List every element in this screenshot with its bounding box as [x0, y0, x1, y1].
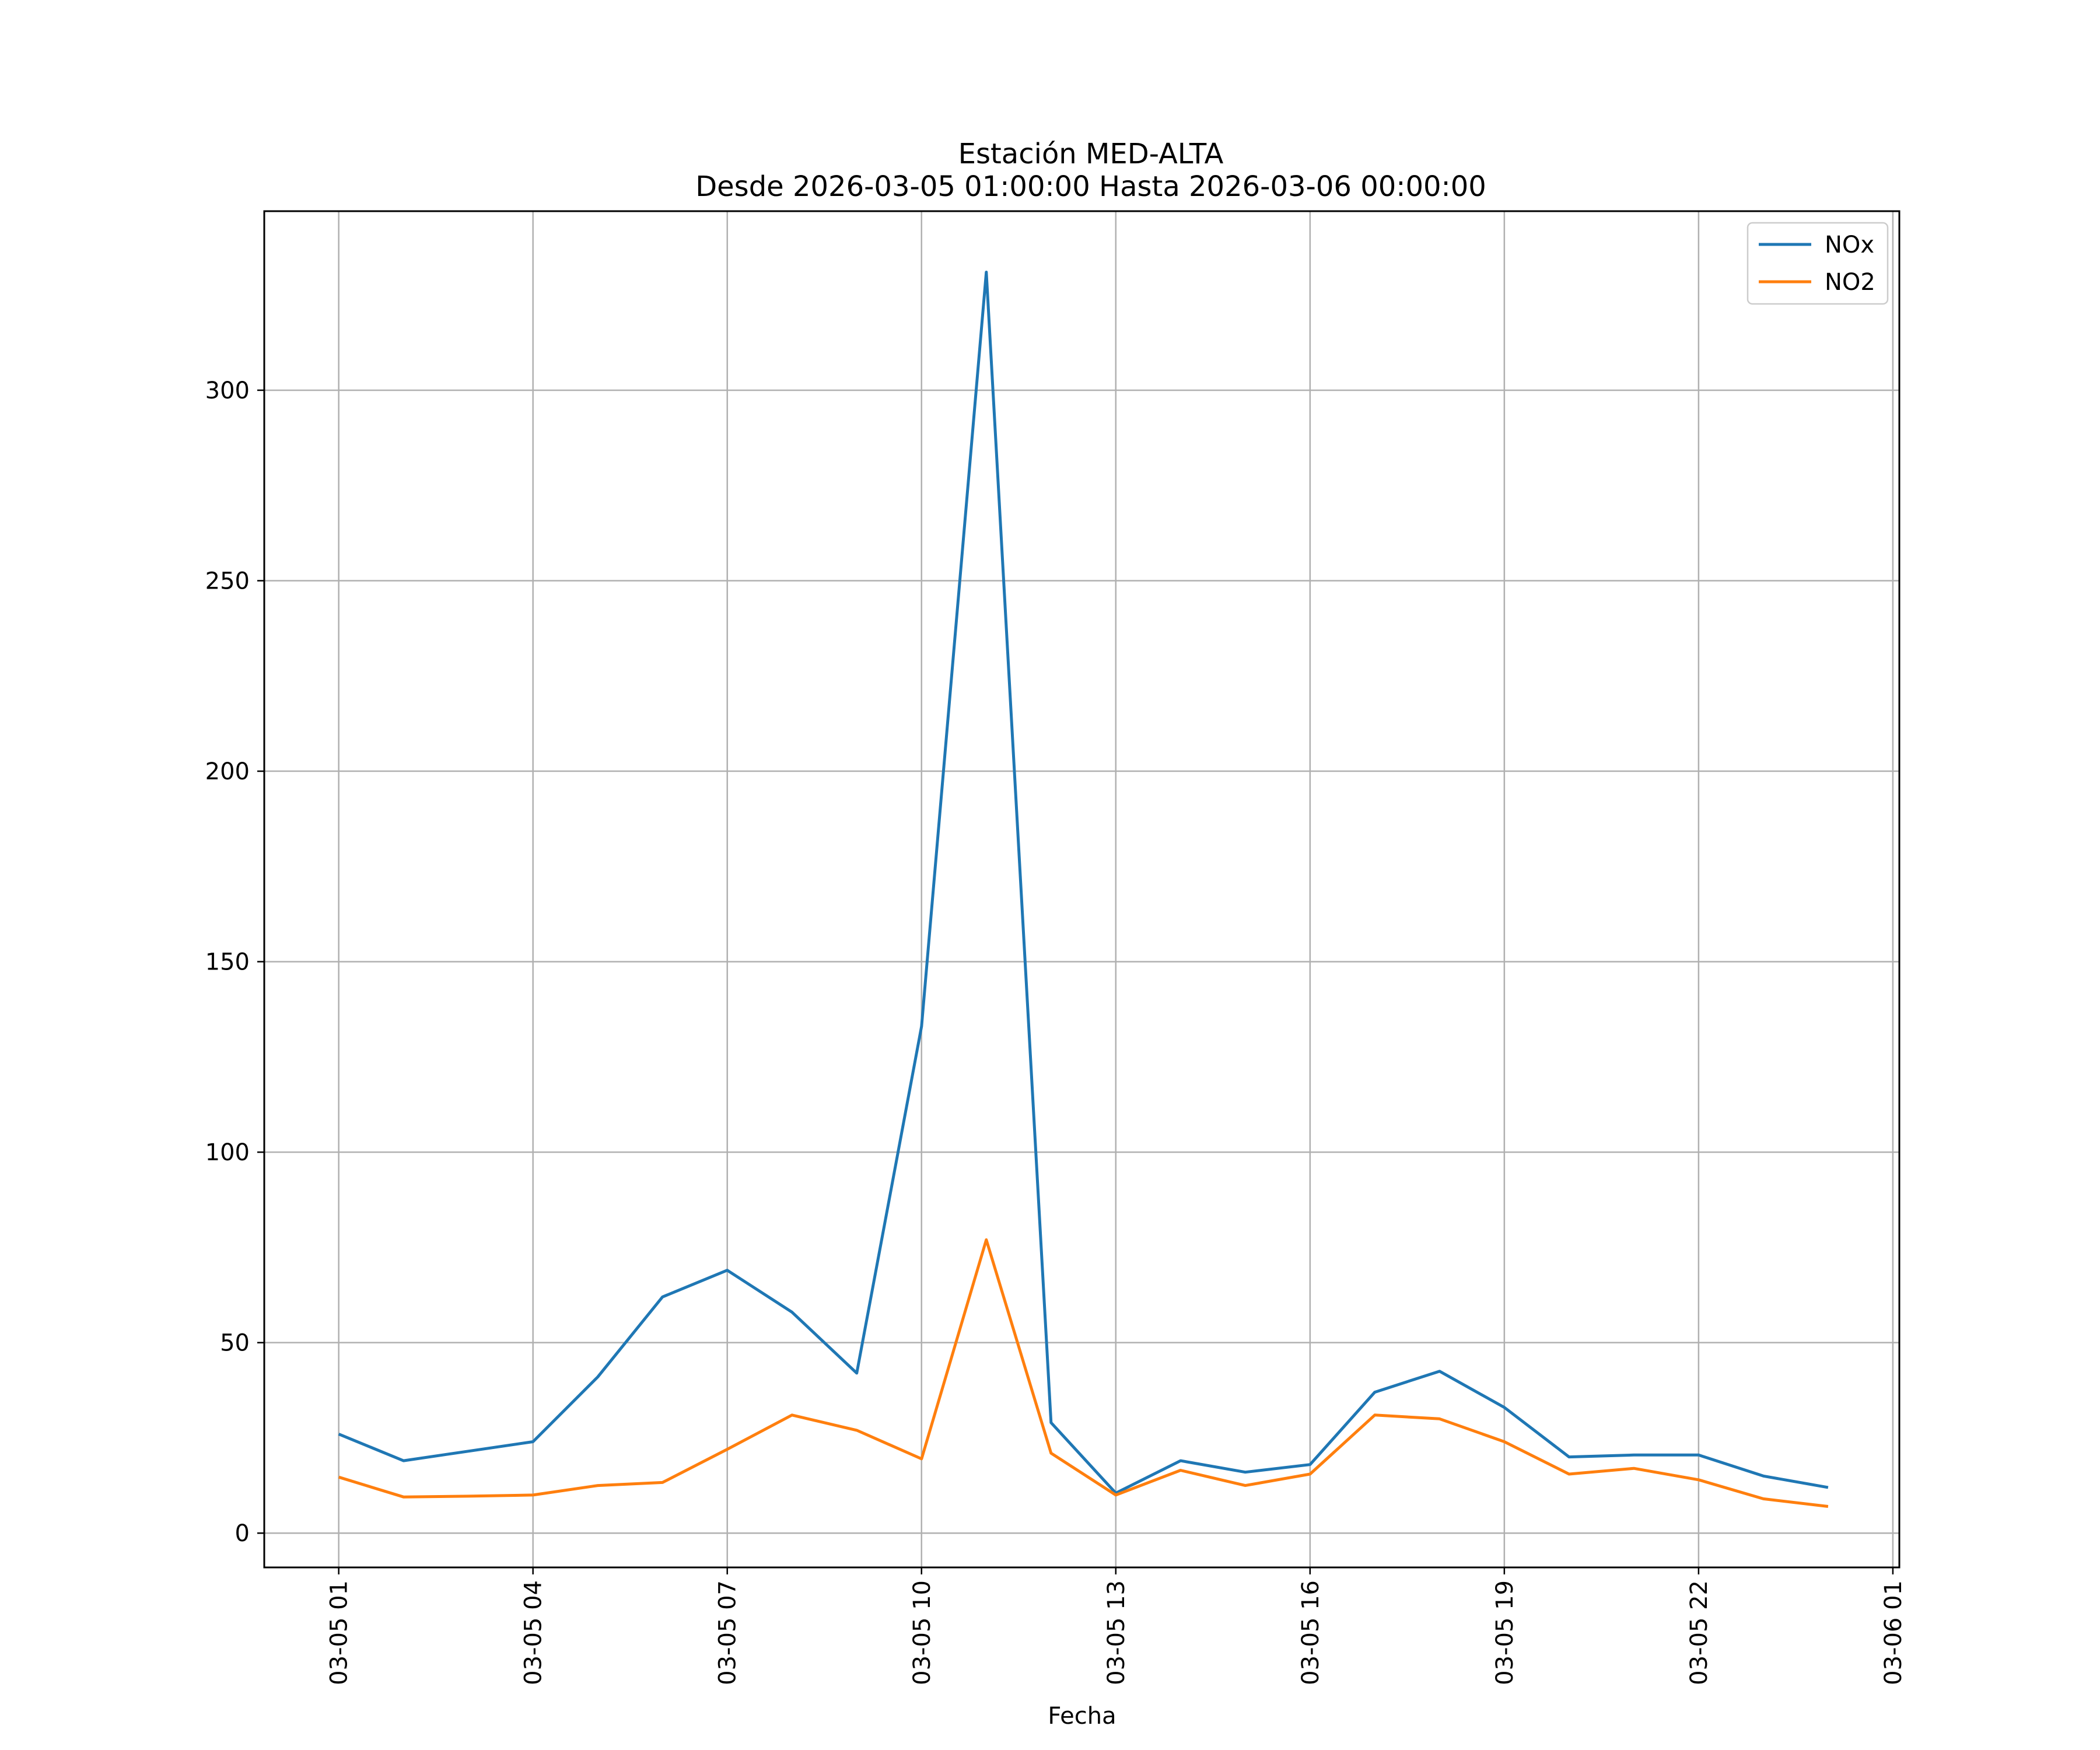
x-tick-label: 03-05 13 — [1103, 1580, 1130, 1685]
legend-label-nox: NOx — [1825, 232, 1874, 258]
y-tick-label: 250 — [205, 568, 250, 594]
x-tick-label: 03-05 04 — [520, 1580, 547, 1685]
legend-label-no2: NO2 — [1825, 269, 1875, 296]
series-line-no2 — [338, 1238, 1829, 1508]
y-tick-label: 0 — [235, 1520, 250, 1547]
x-tick-label: 03-05 22 — [1686, 1580, 1713, 1685]
y-tick-label: 200 — [205, 758, 250, 785]
x-tick-label: 03-05 19 — [1492, 1580, 1518, 1685]
series-line-nox — [338, 271, 1829, 1495]
x-tick-label: 03-05 10 — [909, 1580, 936, 1685]
plot-frame — [263, 210, 1901, 1569]
y-tick-label: 150 — [205, 949, 250, 976]
legend: NOx NO2 — [1746, 222, 1889, 305]
y-tick-label: 300 — [205, 377, 250, 404]
x-tick-label: 03-05 07 — [715, 1580, 741, 1685]
x-axis-label: Fecha — [1048, 1703, 1116, 1730]
chart-title: Estación MED-ALTA — [958, 138, 1224, 170]
series-lines — [338, 271, 1829, 1508]
y-tick-label: 100 — [205, 1139, 250, 1166]
grid-lines — [264, 211, 1899, 1567]
x-tick-label: 03-06 01 — [1880, 1580, 1907, 1685]
x-axis: 03-05 01 03-05 04 03-05 07 03-05 10 03-05 13… — [326, 1567, 1907, 1685]
x-tick-label: 03-05 16 — [1297, 1580, 1324, 1685]
x-tick-label: 03-05 01 — [326, 1580, 353, 1685]
chart-subtitle: Desde 2026-03-05 01:00:00 Hasta 2026-03-… — [695, 170, 1486, 203]
y-axis: 0 50 100 150 200 250 300 — [205, 377, 264, 1547]
y-tick-label: 50 — [220, 1330, 250, 1357]
